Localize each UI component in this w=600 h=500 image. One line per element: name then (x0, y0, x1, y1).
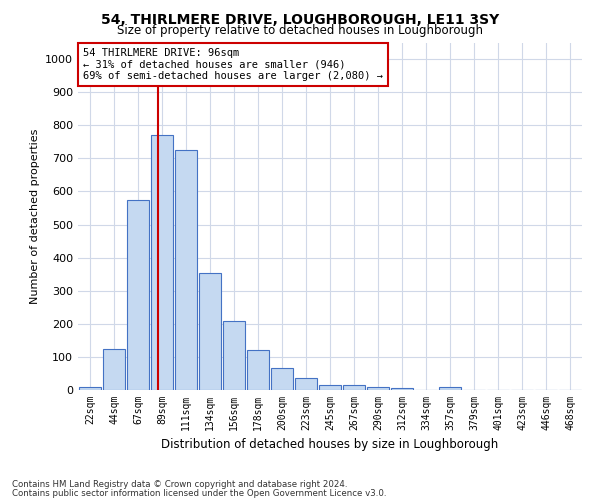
Bar (151, 135, 173, 390)
Y-axis label: Number of detached properties: Number of detached properties (29, 128, 40, 304)
Bar (223, 320, 245, 390)
Bar (391, 388, 413, 390)
Bar (103, 348, 125, 390)
Bar (367, 388, 389, 390)
Text: 54, THIRLMERE DRIVE, LOUGHBOROUGH, LE11 3SY: 54, THIRLMERE DRIVE, LOUGHBOROUGH, LE11 … (101, 12, 499, 26)
Bar (247, 350, 269, 390)
Bar (343, 385, 365, 390)
X-axis label: Distribution of detached houses by size in Loughborough: Distribution of detached houses by size … (161, 438, 499, 452)
Bar (79, 386, 101, 390)
Bar (271, 368, 293, 390)
Bar (439, 388, 461, 390)
Bar (127, 200, 149, 390)
Text: Contains HM Land Registry data © Crown copyright and database right 2024.: Contains HM Land Registry data © Crown c… (12, 480, 347, 489)
Text: Size of property relative to detached houses in Loughborough: Size of property relative to detached ho… (117, 24, 483, 37)
Text: 54 THIRLMERE DRIVE: 96sqm
← 31% of detached houses are smaller (946)
69% of semi: 54 THIRLMERE DRIVE: 96sqm ← 31% of detac… (83, 48, 383, 81)
Text: Contains public sector information licensed under the Open Government Licence v3: Contains public sector information licen… (12, 488, 386, 498)
Bar (295, 378, 317, 390)
Bar (319, 385, 341, 390)
Bar (175, 150, 197, 390)
Bar (199, 272, 221, 390)
